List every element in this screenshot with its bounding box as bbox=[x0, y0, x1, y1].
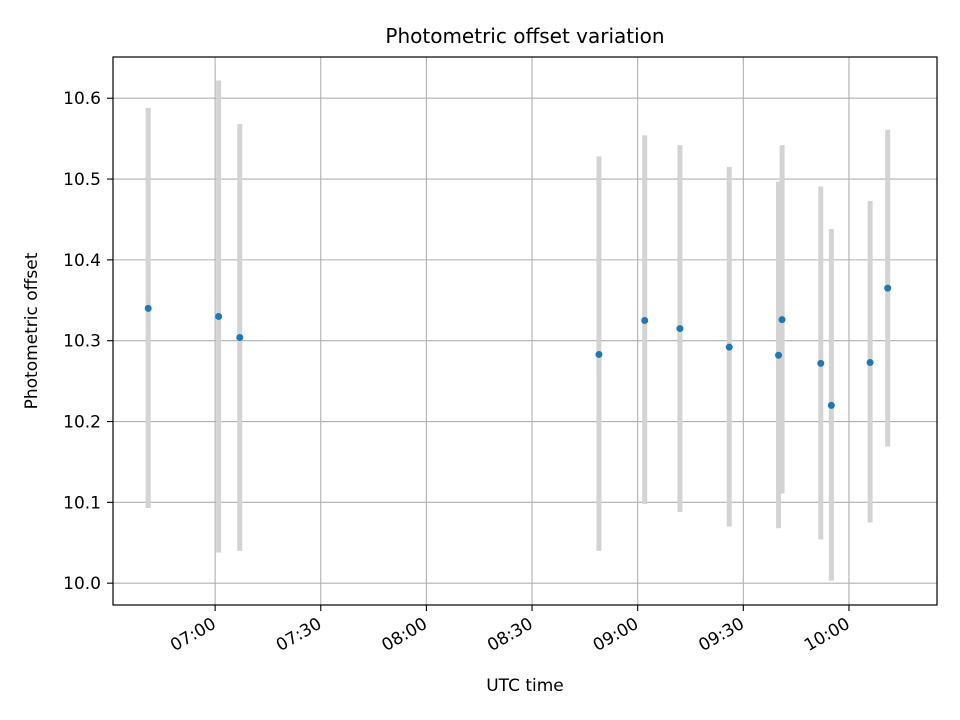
data-point bbox=[778, 316, 786, 324]
y-tick-label: 10.2 bbox=[63, 413, 101, 433]
y-tick-label: 10.4 bbox=[63, 251, 101, 271]
y-tick-label: 10.5 bbox=[63, 170, 101, 190]
y-tick-label: 10.0 bbox=[63, 574, 101, 594]
data-point bbox=[236, 333, 244, 341]
plot-frame bbox=[112, 56, 938, 606]
data-point bbox=[144, 304, 152, 312]
data-point bbox=[775, 351, 783, 359]
data-point bbox=[676, 325, 684, 333]
chart-title: Photometric offset variation bbox=[385, 24, 664, 48]
data-point bbox=[866, 359, 874, 367]
y-tick-label: 10.3 bbox=[63, 332, 101, 352]
data-point bbox=[725, 343, 733, 351]
point-layer bbox=[144, 284, 892, 409]
data-point bbox=[595, 350, 603, 358]
y-axis-label: Photometric offset bbox=[22, 252, 42, 409]
y-axis-ticks: 10.0 10.1 10.2 10.3 10.4 10.5 10.6 bbox=[63, 89, 113, 594]
grid-layer bbox=[113, 57, 937, 605]
y-tick-label: 10.6 bbox=[63, 89, 101, 109]
data-point bbox=[884, 284, 892, 292]
data-point bbox=[827, 401, 835, 409]
data-point bbox=[817, 359, 825, 367]
y-tick-label: 10.1 bbox=[63, 493, 101, 513]
x-axis-label: UTC time bbox=[486, 676, 564, 696]
data-point bbox=[641, 316, 649, 324]
data-point bbox=[215, 312, 223, 320]
